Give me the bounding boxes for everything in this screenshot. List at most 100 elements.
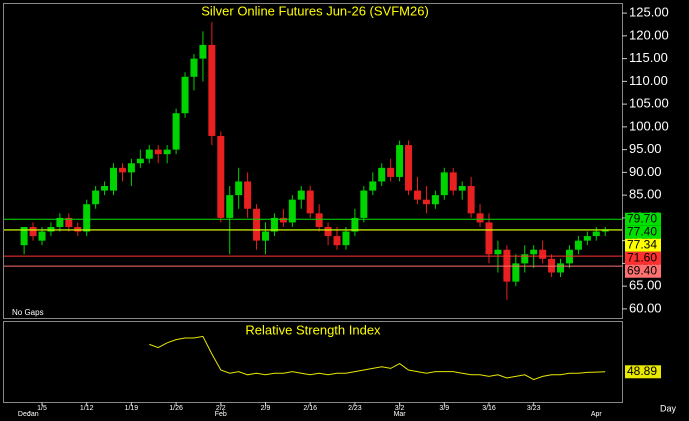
candle-body — [405, 145, 413, 191]
y-tick-label: 60.00 — [629, 300, 662, 315]
candle-body — [83, 204, 91, 232]
candle-body — [494, 249, 502, 255]
x-tick-label: 3/9 — [439, 405, 449, 412]
candle-body — [396, 145, 404, 177]
level-label-box — [625, 225, 661, 239]
candle-body — [297, 190, 305, 200]
level-label: 77.34 — [627, 237, 657, 251]
candle-body — [378, 167, 386, 182]
candle-body — [92, 190, 100, 205]
x-tick-label: 3/16 — [482, 405, 496, 412]
month-label: Apr — [591, 411, 603, 418]
y-tick-label: 125.00 — [629, 5, 669, 20]
candle-body — [226, 195, 234, 218]
candle-body — [199, 44, 207, 59]
candle-body — [244, 181, 252, 209]
rsi-label: 48.89 — [627, 364, 657, 378]
candle-body — [288, 199, 296, 223]
candle-body — [217, 135, 225, 218]
level-label-box — [625, 251, 661, 265]
candle-body — [539, 249, 547, 259]
y-tick-label: 65.00 — [629, 278, 662, 293]
x-tick-label: 1/12 — [80, 405, 94, 412]
candle-body — [270, 217, 278, 232]
candle-body — [29, 226, 37, 237]
candle-body — [413, 190, 421, 200]
x-tick-label: 2/16 — [303, 405, 317, 412]
x-tick-label: 1/5 — [37, 405, 47, 412]
candle-body — [306, 190, 314, 214]
rsi-panel — [3, 321, 623, 403]
candle-body — [476, 213, 484, 223]
x-tick-label: 3/23 — [527, 405, 541, 412]
y-tick-label: 90.00 — [629, 164, 662, 179]
candle-body — [118, 167, 126, 173]
price-panel — [3, 3, 623, 319]
candle-body — [333, 236, 341, 246]
month-label: Dec — [18, 411, 31, 418]
month-label: Jan — [27, 411, 38, 418]
candle-body — [467, 186, 475, 214]
candle-body — [512, 263, 520, 282]
candle-body — [110, 167, 118, 191]
candle-body — [521, 254, 529, 264]
candle-body — [342, 231, 350, 246]
candle-body — [20, 226, 28, 246]
level-label-box — [625, 212, 661, 226]
candle-body — [56, 217, 64, 227]
x-unit-label: Day — [660, 403, 677, 413]
candle-body — [172, 113, 180, 150]
note: No Gaps — [12, 308, 44, 317]
candle-body — [449, 172, 457, 191]
rsi-line — [149, 335, 606, 381]
candle-body — [208, 44, 216, 136]
candle-body — [136, 158, 144, 164]
candle-body — [422, 199, 430, 205]
rsi-title: Relative Strength Index — [245, 322, 381, 337]
x-tick-label: 1/26 — [169, 405, 183, 412]
candle-body — [65, 217, 73, 227]
x-tick-label: 2/9 — [261, 405, 271, 412]
candle-body — [253, 208, 261, 241]
level-label: 69.40 — [627, 263, 657, 277]
candle-body — [235, 181, 243, 196]
level-label: 79.70 — [627, 211, 657, 225]
candle-body — [360, 190, 368, 218]
y-tick-label: 110.00 — [629, 73, 668, 88]
x-tick-label: 2/2 — [216, 405, 226, 412]
candle-body — [279, 217, 287, 223]
candle-body — [351, 217, 359, 232]
candle-body — [262, 231, 269, 241]
month-label: Feb — [215, 411, 227, 418]
candle-body — [190, 58, 198, 77]
y-tick-label: 100.00 — [629, 118, 669, 133]
candle-body — [369, 181, 377, 191]
candle-body — [592, 231, 600, 237]
month-label: Mar — [394, 411, 407, 418]
candle-body — [583, 236, 591, 241]
candle-body — [181, 76, 189, 114]
candle-body — [324, 226, 332, 237]
candle-body — [315, 213, 323, 227]
candle-body — [101, 186, 109, 191]
candle-body — [601, 229, 609, 232]
candle-body — [574, 240, 582, 250]
candle-body — [387, 167, 395, 177]
x-tick-label: 3/2 — [395, 405, 405, 412]
candle-body — [557, 263, 565, 273]
rsi-label-box — [625, 365, 661, 379]
y-tick-label: 105.00 — [629, 96, 669, 111]
level-label-box — [625, 238, 661, 252]
y-tick-label: 120.00 — [629, 27, 669, 42]
candle-body — [530, 249, 538, 255]
candle-body — [431, 195, 439, 205]
level-label: 77.40 — [627, 224, 657, 238]
candle-body — [458, 186, 466, 191]
chart-title: Silver Online Futures Jun-26 (SVFM26) — [201, 3, 429, 18]
x-tick-label: 2/23 — [348, 405, 362, 412]
y-tick-label: 115.00 — [629, 50, 668, 65]
y-tick-label: 95.00 — [629, 141, 662, 156]
